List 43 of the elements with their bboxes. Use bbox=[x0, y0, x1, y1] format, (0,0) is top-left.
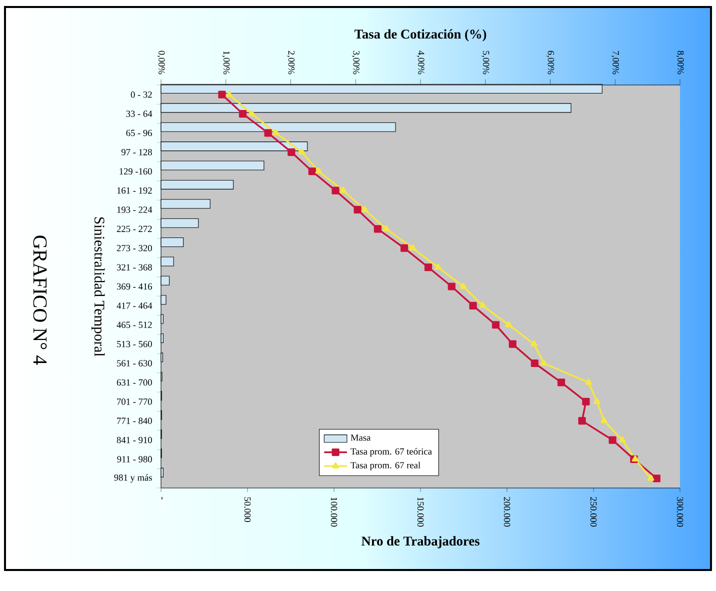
legend-label: Tasa prom. 67 teórica bbox=[350, 448, 432, 456]
y-tick-label: 369 - 416 bbox=[116, 283, 152, 290]
y-tick-label: 273 - 320 bbox=[116, 244, 152, 252]
y-tick-label: 65 - 96 bbox=[126, 130, 152, 136]
y-tick-label: 631 - 700 bbox=[116, 379, 152, 386]
y-tick-label: 161 - 192 bbox=[117, 187, 152, 194]
x2-tick-label: 0,00% bbox=[157, 50, 165, 74]
x-tick-label: 50.000 bbox=[244, 497, 251, 522]
x-axis-title: Nro de Trabajadores bbox=[361, 536, 480, 548]
x-tick-label: 200.000 bbox=[504, 497, 510, 527]
y-tick-label: 513 - 560 bbox=[117, 340, 152, 348]
x2-tick-label: 8,00% bbox=[676, 50, 684, 74]
x2-tick-label: 5,00% bbox=[482, 51, 490, 74]
y-tick-label: 561 - 630 bbox=[117, 360, 152, 366]
y-tick-label: 771 - 840 bbox=[117, 418, 152, 424]
x2-tick-label: 3,00% bbox=[352, 50, 360, 74]
x2-tick-label: 1,00% bbox=[222, 51, 230, 74]
text: GRAFICO N° 4 bbox=[33, 236, 47, 365]
y-axis-title: Siniestralidad Temporal bbox=[91, 217, 105, 356]
y-tick-label: 981 y más bbox=[114, 474, 152, 483]
x2-tick-label: 6,00% bbox=[546, 50, 554, 74]
y-tick-label: 911 - 980 bbox=[117, 456, 152, 462]
y-tick-label: 129 -160 bbox=[120, 168, 152, 174]
x-tick-label: 300.000 bbox=[676, 497, 684, 527]
x-tick-label: 250.000 bbox=[590, 497, 597, 527]
x2-tick-label: 7,00% bbox=[611, 51, 619, 74]
x-tick-label: 150.000 bbox=[417, 498, 424, 527]
y-tick-label: 33 - 64 bbox=[126, 110, 152, 117]
x2-tick-label: 2,00% bbox=[286, 50, 295, 74]
y-tick-label: 193 - 224 bbox=[117, 206, 152, 213]
y-tick-label: 0 - 32 bbox=[130, 91, 152, 98]
y-tick-label: 321 - 368 bbox=[116, 264, 152, 270]
legend-label: Masa bbox=[350, 434, 371, 441]
y-tick-label: 97 - 128 bbox=[121, 149, 152, 156]
x2-axis-title: Tasa de Cotización (%) bbox=[354, 29, 486, 42]
y-tick-label: 225 - 272 bbox=[116, 226, 152, 232]
x-tick-label: 100.000 bbox=[330, 498, 338, 527]
y-tick-label: 417 - 464 bbox=[116, 302, 152, 309]
x2-tick-label: 4,00% bbox=[416, 50, 424, 74]
y-tick-label: 465 - 512 bbox=[116, 322, 152, 328]
y-tick-label: 841 - 910 bbox=[116, 436, 152, 444]
y-tick-label: 701 - 770 bbox=[117, 398, 152, 405]
legend-label: Tasa prom. 67 real bbox=[350, 462, 420, 470]
